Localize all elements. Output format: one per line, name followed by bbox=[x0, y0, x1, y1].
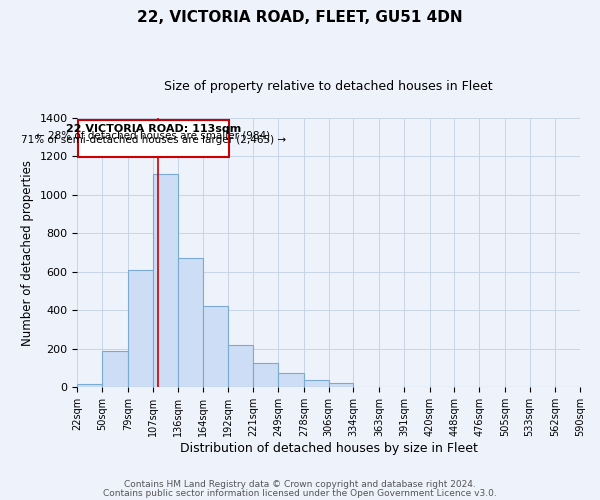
Bar bbox=[329, 382, 353, 388]
Bar bbox=[128, 270, 152, 388]
Bar bbox=[77, 384, 102, 388]
Title: Size of property relative to detached houses in Fleet: Size of property relative to detached ho… bbox=[164, 80, 493, 93]
Text: 22, VICTORIA ROAD, FLEET, GU51 4DN: 22, VICTORIA ROAD, FLEET, GU51 4DN bbox=[137, 10, 463, 25]
Bar bbox=[278, 373, 304, 388]
Bar bbox=[304, 380, 329, 388]
Bar bbox=[102, 351, 128, 388]
Y-axis label: Number of detached properties: Number of detached properties bbox=[21, 160, 34, 346]
Bar bbox=[228, 345, 253, 388]
Bar bbox=[203, 306, 228, 388]
Bar bbox=[253, 364, 278, 388]
Text: Contains HM Land Registry data © Crown copyright and database right 2024.: Contains HM Land Registry data © Crown c… bbox=[124, 480, 476, 489]
Text: 71% of semi-detached houses are larger (2,465) →: 71% of semi-detached houses are larger (… bbox=[20, 136, 286, 145]
Bar bbox=[152, 174, 178, 388]
Text: 22 VICTORIA ROAD: 113sqm: 22 VICTORIA ROAD: 113sqm bbox=[65, 124, 241, 134]
Bar bbox=[78, 120, 229, 158]
Bar bbox=[178, 258, 203, 388]
Text: ← 28% of detached houses are smaller (984): ← 28% of detached houses are smaller (98… bbox=[36, 130, 271, 140]
Text: Contains public sector information licensed under the Open Government Licence v3: Contains public sector information licen… bbox=[103, 488, 497, 498]
X-axis label: Distribution of detached houses by size in Fleet: Distribution of detached houses by size … bbox=[180, 442, 478, 455]
